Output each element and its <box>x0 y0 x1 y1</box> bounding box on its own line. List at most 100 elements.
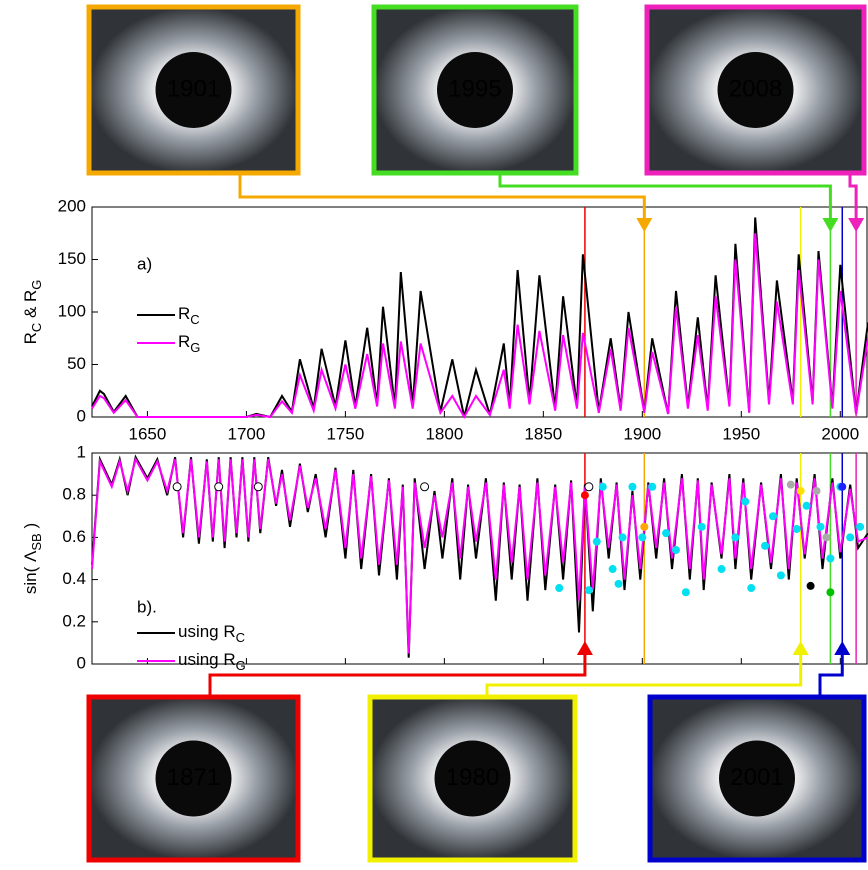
legend-label-sub: G <box>190 340 200 355</box>
connector-arrow <box>834 641 851 655</box>
x-tick-label: 1900 <box>623 424 661 443</box>
connector <box>238 175 646 228</box>
y-tick-label: 150 <box>58 249 86 268</box>
y-axis-label-sub: SB <box>29 533 44 550</box>
data-point <box>628 482 637 491</box>
eclipse-year: 2001 <box>730 764 783 791</box>
data-point <box>826 554 835 563</box>
y-axis-label: sin( ΛSB ) <box>21 523 44 594</box>
data-point <box>662 529 671 538</box>
data-point <box>816 522 825 531</box>
data-point <box>614 579 623 588</box>
x-tick-label: 1650 <box>129 424 167 443</box>
data-point <box>846 533 855 542</box>
legend-label-part: R <box>178 304 190 323</box>
data-line <box>91 456 868 654</box>
legend-label-part: using R <box>178 622 236 641</box>
data-point <box>648 482 657 491</box>
connector-arrow <box>576 641 593 655</box>
connector-arrow <box>636 218 653 232</box>
panel-label: b). <box>137 597 157 616</box>
connector-arrow <box>822 218 839 232</box>
y-axis-label-sub: G <box>29 280 44 290</box>
data-point <box>741 497 750 506</box>
data-point <box>618 533 627 542</box>
data-point <box>802 501 811 510</box>
moon-disk <box>437 52 513 128</box>
data-point <box>640 522 649 531</box>
data-point <box>768 512 777 521</box>
moon-disk <box>717 52 794 128</box>
data-point <box>826 588 835 597</box>
y-tick-label: 50 <box>67 354 86 373</box>
moon-disk <box>434 740 511 817</box>
data-point <box>792 524 801 533</box>
legend-label: using RG <box>178 650 246 673</box>
data-line <box>91 233 868 420</box>
data-point <box>608 565 617 574</box>
moon-disk <box>719 740 795 817</box>
y-tick-label: 0 <box>77 653 86 672</box>
x-tick-label: 1750 <box>326 424 364 443</box>
data-point <box>592 537 601 546</box>
x-tick-label: 1700 <box>227 424 265 443</box>
x-tick-label: 2000 <box>821 424 859 443</box>
y-axis-label: RC & RG <box>21 280 44 345</box>
legend-label-sub: C <box>190 312 199 327</box>
moon-disk <box>155 740 232 817</box>
eclipse-year: 1980 <box>446 764 499 791</box>
connector-arrow <box>792 641 809 655</box>
eclipse-year: 1871 <box>167 764 220 791</box>
eclipse-year: 1995 <box>448 75 501 102</box>
y-axis-label-sub: C <box>29 323 44 332</box>
data-point <box>812 486 821 495</box>
data-point <box>806 581 815 590</box>
legend-label: RC <box>178 304 200 327</box>
eclipse-year: 1901 <box>167 75 220 102</box>
data-point <box>786 480 795 489</box>
data-point <box>555 584 564 593</box>
y-tick-label: 200 <box>58 196 86 215</box>
data-point <box>731 533 740 542</box>
y-axis-label-part: & R <box>21 290 40 323</box>
y-tick-label: 1 <box>77 442 86 461</box>
eclipse-year: 2008 <box>729 75 782 102</box>
y-axis-label-part: ) <box>21 523 40 533</box>
eclipse-image <box>371 4 579 176</box>
data-point <box>584 482 594 492</box>
y-tick-label: 0.2 <box>62 611 86 630</box>
data-point <box>717 565 726 574</box>
data-point <box>822 533 831 542</box>
y-tick-label: 0 <box>77 406 86 425</box>
data-point <box>697 522 706 531</box>
panel-label: a) <box>137 254 152 273</box>
legend-label: RG <box>178 332 200 355</box>
data-point <box>598 482 607 491</box>
data-point <box>584 586 593 595</box>
connector <box>208 645 587 695</box>
data-point <box>838 482 847 491</box>
connector <box>848 175 858 228</box>
connector <box>498 175 832 228</box>
x-tick-label: 1850 <box>524 424 562 443</box>
x-tick-label: 1800 <box>425 424 463 443</box>
connector <box>818 645 844 695</box>
data-point <box>172 482 182 492</box>
data-point <box>747 584 756 593</box>
data-point <box>580 491 589 500</box>
legend-label-sub: G <box>236 658 246 673</box>
connector-arrow <box>848 218 865 232</box>
y-axis-label-part: sin( Λ <box>21 550 40 594</box>
legend-label-part: using R <box>178 650 236 669</box>
data-point <box>796 486 805 495</box>
y-axis-label-part: R <box>21 332 40 344</box>
data-point <box>420 482 430 492</box>
connector <box>485 645 803 695</box>
data-point <box>681 588 690 597</box>
legend-label: using RC <box>178 622 245 645</box>
data-point <box>253 482 263 492</box>
data-point <box>776 571 785 580</box>
y-tick-label: 0.4 <box>62 569 86 588</box>
